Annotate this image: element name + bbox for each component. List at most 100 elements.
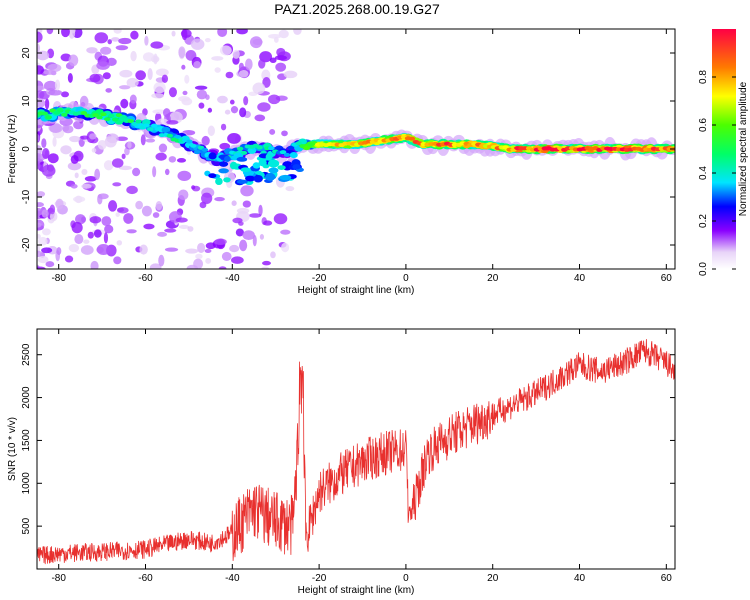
- noise-blob: [38, 236, 48, 246]
- colorbar-tick-label: 0.6: [698, 118, 709, 132]
- noise-blob: [81, 183, 92, 189]
- noise-blob: [108, 200, 118, 212]
- noise-blob: [175, 217, 188, 223]
- noise-blob: [116, 240, 123, 246]
- noise-blob: [240, 185, 254, 197]
- ridge-scatter: [208, 173, 217, 179]
- noise-blob: [201, 192, 213, 205]
- noise-blob: [283, 70, 298, 79]
- noise-blob: [229, 99, 235, 105]
- ridge-cell: [131, 121, 138, 126]
- ridge-scatter: [268, 167, 279, 174]
- snr-xtick-label: 40: [574, 573, 586, 584]
- ridge-cell: [161, 126, 171, 134]
- noise-blob: [126, 229, 137, 234]
- noise-blob: [123, 213, 134, 224]
- noise-blob: [205, 258, 212, 264]
- noise-blob: [161, 74, 169, 83]
- noise-blob: [152, 212, 160, 218]
- ridge-cell: [61, 112, 68, 117]
- noise-blob: [56, 247, 62, 255]
- ridge-scatter: [265, 172, 276, 181]
- noise-blob: [84, 176, 97, 182]
- noise-blob: [100, 46, 112, 55]
- noise-blob: [144, 35, 149, 46]
- noise-blob: [89, 216, 102, 224]
- noise-blob: [176, 158, 187, 163]
- snr-frame: [36, 328, 676, 570]
- noise-blob: [132, 167, 141, 177]
- noise-blob: [96, 244, 111, 256]
- snr-ytick-label: 2500: [21, 343, 32, 366]
- snr-panel: -80 -60 -40 -20 0 20 40 60 5001000150020002500 …: [7, 328, 676, 596]
- noise-blob: [273, 213, 288, 225]
- colorbar-gradient: [712, 29, 736, 269]
- ridge-cell: [279, 150, 287, 155]
- noise-blob: [91, 148, 97, 153]
- noise-blob: [113, 256, 122, 265]
- noise-blob: [70, 183, 78, 189]
- noise-blob: [259, 234, 265, 240]
- spectrogram-panel: -80 -60 -40 -20 0 20 40 60 -20 -10 0 10 20 Height o…: [7, 28, 676, 296]
- ridge-scatter: [252, 162, 261, 169]
- noise-blob: [37, 65, 45, 75]
- ridge-scatter: [218, 168, 229, 174]
- noise-blob: [278, 29, 289, 39]
- noise-blob: [162, 108, 171, 118]
- noise-blob: [119, 69, 133, 78]
- snr-xtick-label: 60: [661, 573, 673, 584]
- ridge-cell: [127, 119, 134, 124]
- noise-blob: [268, 94, 281, 105]
- noise-blob: [68, 29, 76, 39]
- noise-blob: [68, 54, 79, 67]
- noise-blob: [205, 242, 216, 250]
- noise-blob: [130, 50, 137, 62]
- noise-blob: [149, 263, 162, 269]
- noise-blob: [89, 73, 101, 83]
- noise-blob: [47, 153, 59, 164]
- snr-series-line: [37, 339, 675, 565]
- noise-blob: [230, 105, 239, 114]
- noise-blob: [252, 82, 266, 95]
- noise-blob: [245, 58, 253, 71]
- noise-blob: [118, 165, 132, 171]
- noise-blob: [140, 134, 146, 146]
- noise-blob: [64, 255, 74, 263]
- spectrogram-y-ticks: -20 -10 0 10 20: [21, 47, 675, 252]
- noise-blob: [254, 114, 266, 122]
- noise-blob: [152, 109, 166, 115]
- noise-blob: [158, 143, 168, 153]
- snr-xtick-label: -40: [225, 573, 240, 584]
- snr-xtick-label: -80: [51, 573, 66, 584]
- noise-blob: [258, 59, 266, 69]
- spectrogram-ytick-label: 10: [21, 95, 32, 107]
- noise-blob: [37, 234, 41, 239]
- spectrogram-heatmap: [37, 29, 675, 269]
- snr-xlabel: Height of straight line (km): [298, 585, 415, 596]
- figure-title: PAZ1.2025.268.00.19.G27: [274, 1, 440, 17]
- noise-blob: [115, 45, 129, 51]
- noise-blob: [107, 39, 112, 45]
- noise-blob: [227, 133, 241, 144]
- ridge-scatter: [224, 155, 231, 163]
- ridge-cell: [154, 127, 162, 132]
- ridge-cell: [107, 113, 115, 118]
- noise-blob: [190, 38, 205, 50]
- noise-blob: [113, 29, 122, 34]
- ridge-scatter: [292, 164, 301, 170]
- colorbar-tick-label: 0.4: [698, 166, 709, 180]
- noise-blob: [93, 229, 102, 238]
- ridge-scatter: [208, 152, 217, 160]
- noise-blob: [219, 142, 231, 150]
- noise-blob: [243, 95, 249, 106]
- snr-y-ticks: 500 1000 1500 2000 2500: [21, 343, 675, 534]
- noise-blob: [104, 136, 117, 148]
- snr-xtick-label: 20: [487, 573, 499, 584]
- ridge-cell: [143, 123, 150, 128]
- noise-blob: [37, 85, 46, 91]
- spectrogram-xtick-label: -40: [225, 273, 240, 284]
- noise-blob: [195, 253, 203, 259]
- noise-blob: [239, 239, 248, 252]
- noise-blob: [231, 200, 237, 207]
- noise-blob: [45, 261, 55, 268]
